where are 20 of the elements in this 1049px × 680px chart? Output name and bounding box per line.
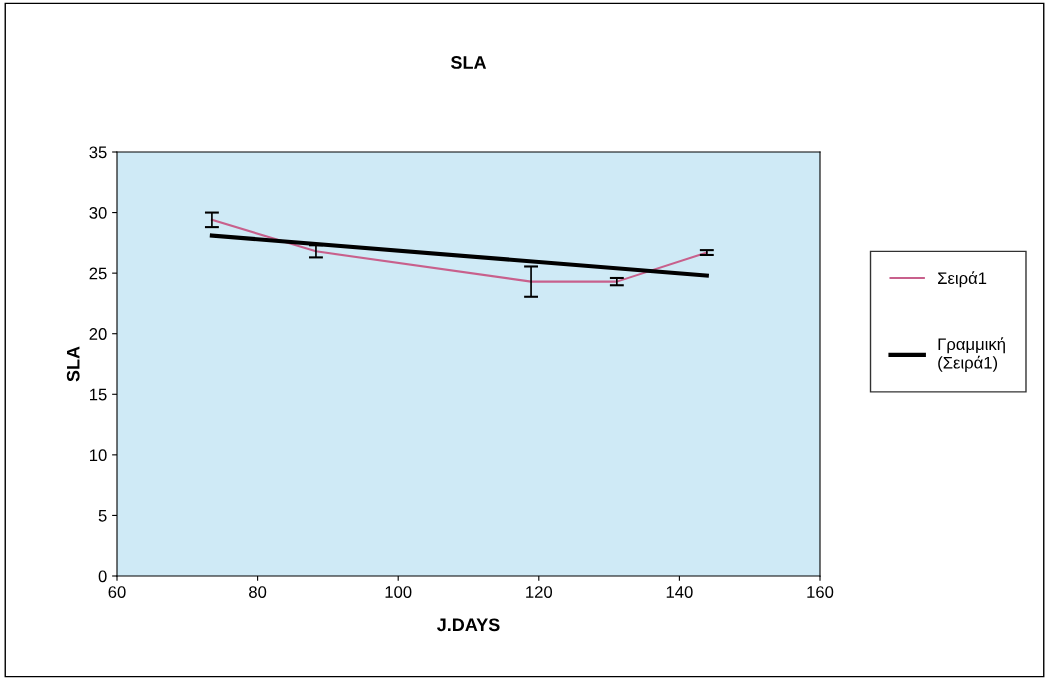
x-tick-label: 140 <box>666 586 693 598</box>
x-tick-label: 160 <box>807 586 834 598</box>
legend-label: Σειρά1 <box>938 271 987 288</box>
y-axis-title: SLA <box>66 346 80 382</box>
y-tick-label: 30 <box>89 206 107 219</box>
line-series <box>210 218 708 283</box>
y-tick-label: 10 <box>90 449 107 462</box>
x-tick-label: 80 <box>249 586 267 598</box>
x-tick-label: 120 <box>526 586 553 598</box>
y-tick-label: 0 <box>98 570 107 583</box>
chart-title: SLA <box>450 56 487 69</box>
y-tick-label: 5 <box>98 510 107 522</box>
legend-label: Γραμμική (Σειρά1) <box>938 337 1005 372</box>
y-tick-label: 35 <box>89 146 107 159</box>
y-tick-label: 25 <box>89 267 107 280</box>
y-tick-label: 15 <box>90 388 107 401</box>
y-tick-label: 20 <box>89 328 107 340</box>
x-tick-label: 100 <box>385 586 412 598</box>
x-tick-label: 60 <box>108 586 126 598</box>
x-axis-title: J.DAYS <box>436 618 500 632</box>
